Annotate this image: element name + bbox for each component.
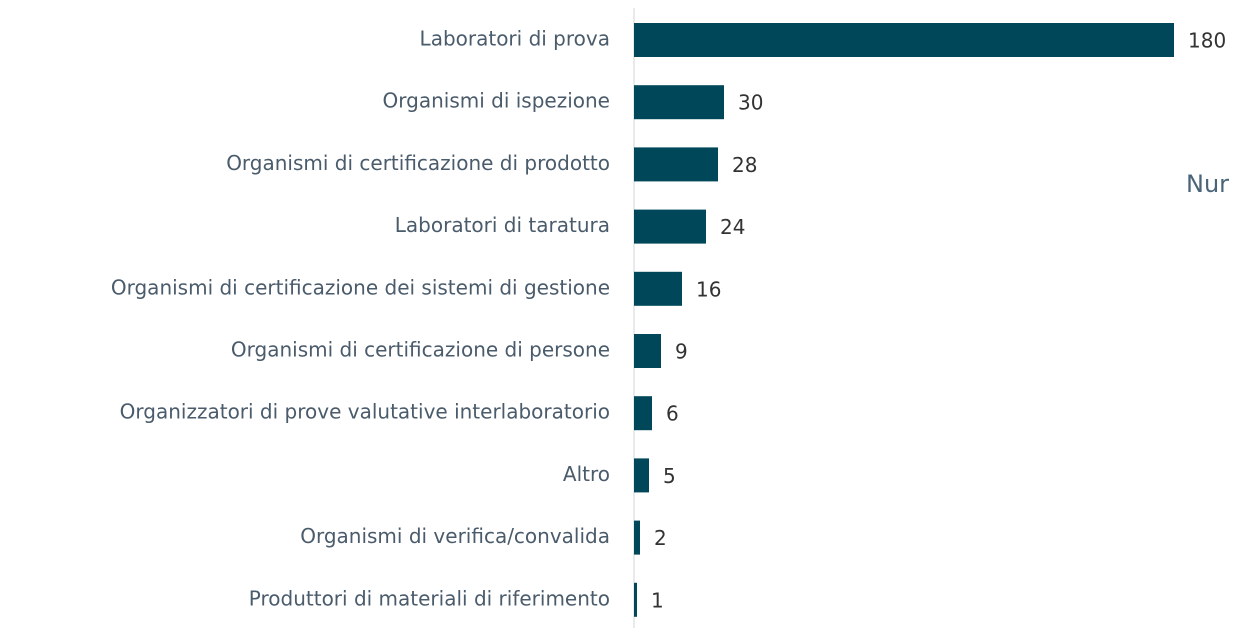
value-label: 30: [738, 91, 763, 115]
annotation: Nur: [1186, 170, 1229, 198]
bar: [634, 147, 718, 182]
value-label: 9: [675, 340, 688, 364]
value-label: 180: [1188, 29, 1226, 53]
category-label: Laboratori di prova: [420, 27, 610, 51]
category-label: Organismi di certificazione dei sistemi …: [111, 275, 610, 299]
category-label: Produttori di materiali di riferimento: [249, 586, 610, 610]
bar: [634, 85, 724, 120]
value-label: 2: [654, 526, 667, 550]
category-label: Organizzatori di prove valutative interl…: [120, 400, 610, 424]
value-label: 24: [720, 215, 745, 239]
value-label: 1: [651, 588, 664, 612]
bar: [634, 396, 652, 431]
bar: [634, 334, 661, 368]
category-label: Organismi di certificazione di persone: [231, 338, 610, 362]
bar: [634, 458, 649, 493]
value-label: 5: [663, 464, 676, 488]
bar: [634, 520, 640, 555]
category-label: Altro: [563, 462, 610, 486]
bar: [634, 209, 706, 244]
category-label: Laboratori di taratura: [395, 213, 610, 237]
value-label: 16: [696, 277, 721, 301]
category-label: Organismi di verifica/convalida: [300, 524, 610, 548]
value-label: 28: [732, 153, 757, 177]
value-label: 6: [666, 402, 679, 426]
bar: [634, 23, 1174, 57]
bar: [634, 582, 637, 617]
category-label: Organismi di certificazione di prodotto: [226, 151, 610, 175]
bar: [634, 271, 682, 306]
category-label: Organismi di ispezione: [383, 89, 610, 113]
